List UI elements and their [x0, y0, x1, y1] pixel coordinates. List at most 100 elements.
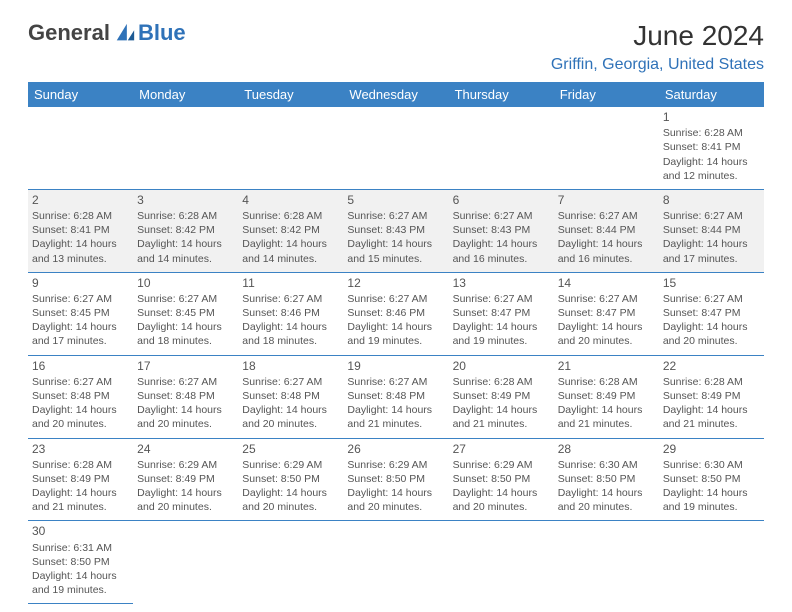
day-sunset: Sunset: 8:48 PM — [32, 389, 129, 403]
day-sunrise: Sunrise: 6:31 AM — [32, 541, 129, 555]
day-sunset: Sunset: 8:48 PM — [242, 389, 339, 403]
day-daylight: Daylight: 14 hours and 20 minutes. — [558, 486, 655, 514]
day-sunrise: Sunrise: 6:27 AM — [242, 292, 339, 306]
day-sunset: Sunset: 8:49 PM — [32, 472, 129, 486]
day-number: 28 — [558, 441, 655, 457]
calendar-day-cell: 20Sunrise: 6:28 AMSunset: 8:49 PMDayligh… — [449, 355, 554, 438]
calendar-day-cell: 22Sunrise: 6:28 AMSunset: 8:49 PMDayligh… — [659, 355, 764, 438]
day-number: 29 — [663, 441, 760, 457]
day-daylight: Daylight: 14 hours and 20 minutes. — [347, 486, 444, 514]
calendar-body: 1Sunrise: 6:28 AMSunset: 8:41 PMDaylight… — [28, 107, 764, 604]
day-sunset: Sunset: 8:44 PM — [558, 223, 655, 237]
day-sunset: Sunset: 8:49 PM — [137, 472, 234, 486]
weekday-header: Monday — [133, 82, 238, 107]
calendar-day-cell: 23Sunrise: 6:28 AMSunset: 8:49 PMDayligh… — [28, 438, 133, 521]
day-sunset: Sunset: 8:50 PM — [453, 472, 550, 486]
weekday-header: Sunday — [28, 82, 133, 107]
logo-sail-icon — [114, 22, 136, 44]
day-daylight: Daylight: 14 hours and 20 minutes. — [453, 486, 550, 514]
day-daylight: Daylight: 14 hours and 15 minutes. — [347, 237, 444, 265]
calendar-day-cell: 18Sunrise: 6:27 AMSunset: 8:48 PMDayligh… — [238, 355, 343, 438]
day-sunset: Sunset: 8:43 PM — [347, 223, 444, 237]
day-daylight: Daylight: 14 hours and 19 minutes. — [347, 320, 444, 348]
title-group: June 2024 Griffin, Georgia, United State… — [551, 20, 764, 74]
day-sunset: Sunset: 8:47 PM — [453, 306, 550, 320]
day-sunrise: Sunrise: 6:27 AM — [347, 375, 444, 389]
day-number: 23 — [32, 441, 129, 457]
weekday-header: Saturday — [659, 82, 764, 107]
day-sunrise: Sunrise: 6:29 AM — [137, 458, 234, 472]
day-number: 11 — [242, 275, 339, 291]
day-sunrise: Sunrise: 6:27 AM — [32, 375, 129, 389]
weekday-header-row: SundayMondayTuesdayWednesdayThursdayFrid… — [28, 82, 764, 107]
day-daylight: Daylight: 14 hours and 21 minutes. — [453, 403, 550, 431]
calendar-day-cell: 14Sunrise: 6:27 AMSunset: 8:47 PMDayligh… — [554, 272, 659, 355]
calendar-day-cell: 29Sunrise: 6:30 AMSunset: 8:50 PMDayligh… — [659, 438, 764, 521]
day-number: 14 — [558, 275, 655, 291]
calendar-blank-cell — [449, 107, 554, 189]
day-daylight: Daylight: 14 hours and 16 minutes. — [558, 237, 655, 265]
day-daylight: Daylight: 14 hours and 20 minutes. — [242, 486, 339, 514]
day-sunrise: Sunrise: 6:27 AM — [137, 375, 234, 389]
day-sunrise: Sunrise: 6:28 AM — [663, 126, 760, 140]
calendar-day-cell: 5Sunrise: 6:27 AMSunset: 8:43 PMDaylight… — [343, 189, 448, 272]
calendar-day-cell: 13Sunrise: 6:27 AMSunset: 8:47 PMDayligh… — [449, 272, 554, 355]
calendar-day-cell: 30Sunrise: 6:31 AMSunset: 8:50 PMDayligh… — [28, 521, 133, 604]
day-number: 7 — [558, 192, 655, 208]
calendar-day-cell: 8Sunrise: 6:27 AMSunset: 8:44 PMDaylight… — [659, 189, 764, 272]
calendar-blank-cell — [449, 521, 554, 604]
day-sunset: Sunset: 8:48 PM — [137, 389, 234, 403]
calendar-week-row: 2Sunrise: 6:28 AMSunset: 8:41 PMDaylight… — [28, 189, 764, 272]
day-sunrise: Sunrise: 6:29 AM — [242, 458, 339, 472]
day-number: 27 — [453, 441, 550, 457]
day-number: 6 — [453, 192, 550, 208]
day-daylight: Daylight: 14 hours and 21 minutes. — [663, 403, 760, 431]
day-sunset: Sunset: 8:47 PM — [663, 306, 760, 320]
weekday-header: Tuesday — [238, 82, 343, 107]
day-sunset: Sunset: 8:50 PM — [558, 472, 655, 486]
calendar-day-cell: 27Sunrise: 6:29 AMSunset: 8:50 PMDayligh… — [449, 438, 554, 521]
day-sunrise: Sunrise: 6:27 AM — [558, 292, 655, 306]
day-daylight: Daylight: 14 hours and 12 minutes. — [663, 155, 760, 183]
day-number: 12 — [347, 275, 444, 291]
calendar-blank-cell — [133, 107, 238, 189]
calendar-blank-cell — [238, 521, 343, 604]
day-sunset: Sunset: 8:41 PM — [32, 223, 129, 237]
day-sunrise: Sunrise: 6:27 AM — [663, 292, 760, 306]
day-sunrise: Sunrise: 6:27 AM — [347, 292, 444, 306]
day-number: 13 — [453, 275, 550, 291]
calendar-day-cell: 2Sunrise: 6:28 AMSunset: 8:41 PMDaylight… — [28, 189, 133, 272]
day-sunset: Sunset: 8:50 PM — [663, 472, 760, 486]
calendar-table: SundayMondayTuesdayWednesdayThursdayFrid… — [28, 82, 764, 604]
day-sunrise: Sunrise: 6:28 AM — [453, 375, 550, 389]
calendar-day-cell: 25Sunrise: 6:29 AMSunset: 8:50 PMDayligh… — [238, 438, 343, 521]
day-number: 24 — [137, 441, 234, 457]
day-daylight: Daylight: 14 hours and 17 minutes. — [32, 320, 129, 348]
day-sunrise: Sunrise: 6:28 AM — [663, 375, 760, 389]
day-daylight: Daylight: 14 hours and 19 minutes. — [663, 486, 760, 514]
day-sunset: Sunset: 8:43 PM — [453, 223, 550, 237]
day-sunset: Sunset: 8:49 PM — [663, 389, 760, 403]
calendar-day-cell: 16Sunrise: 6:27 AMSunset: 8:48 PMDayligh… — [28, 355, 133, 438]
day-sunset: Sunset: 8:44 PM — [663, 223, 760, 237]
day-daylight: Daylight: 14 hours and 20 minutes. — [137, 486, 234, 514]
weekday-header: Friday — [554, 82, 659, 107]
calendar-week-row: 16Sunrise: 6:27 AMSunset: 8:48 PMDayligh… — [28, 355, 764, 438]
calendar-day-cell: 10Sunrise: 6:27 AMSunset: 8:45 PMDayligh… — [133, 272, 238, 355]
day-sunset: Sunset: 8:50 PM — [242, 472, 339, 486]
day-daylight: Daylight: 14 hours and 17 minutes. — [663, 237, 760, 265]
calendar-week-row: 23Sunrise: 6:28 AMSunset: 8:49 PMDayligh… — [28, 438, 764, 521]
day-sunrise: Sunrise: 6:28 AM — [558, 375, 655, 389]
day-number: 1 — [663, 109, 760, 125]
day-daylight: Daylight: 14 hours and 14 minutes. — [242, 237, 339, 265]
day-number: 3 — [137, 192, 234, 208]
day-sunset: Sunset: 8:42 PM — [137, 223, 234, 237]
day-daylight: Daylight: 14 hours and 20 minutes. — [32, 403, 129, 431]
day-number: 15 — [663, 275, 760, 291]
calendar-day-cell: 28Sunrise: 6:30 AMSunset: 8:50 PMDayligh… — [554, 438, 659, 521]
calendar-day-cell: 17Sunrise: 6:27 AMSunset: 8:48 PMDayligh… — [133, 355, 238, 438]
day-daylight: Daylight: 14 hours and 13 minutes. — [32, 237, 129, 265]
calendar-blank-cell — [238, 107, 343, 189]
day-sunrise: Sunrise: 6:27 AM — [558, 209, 655, 223]
day-daylight: Daylight: 14 hours and 21 minutes. — [32, 486, 129, 514]
